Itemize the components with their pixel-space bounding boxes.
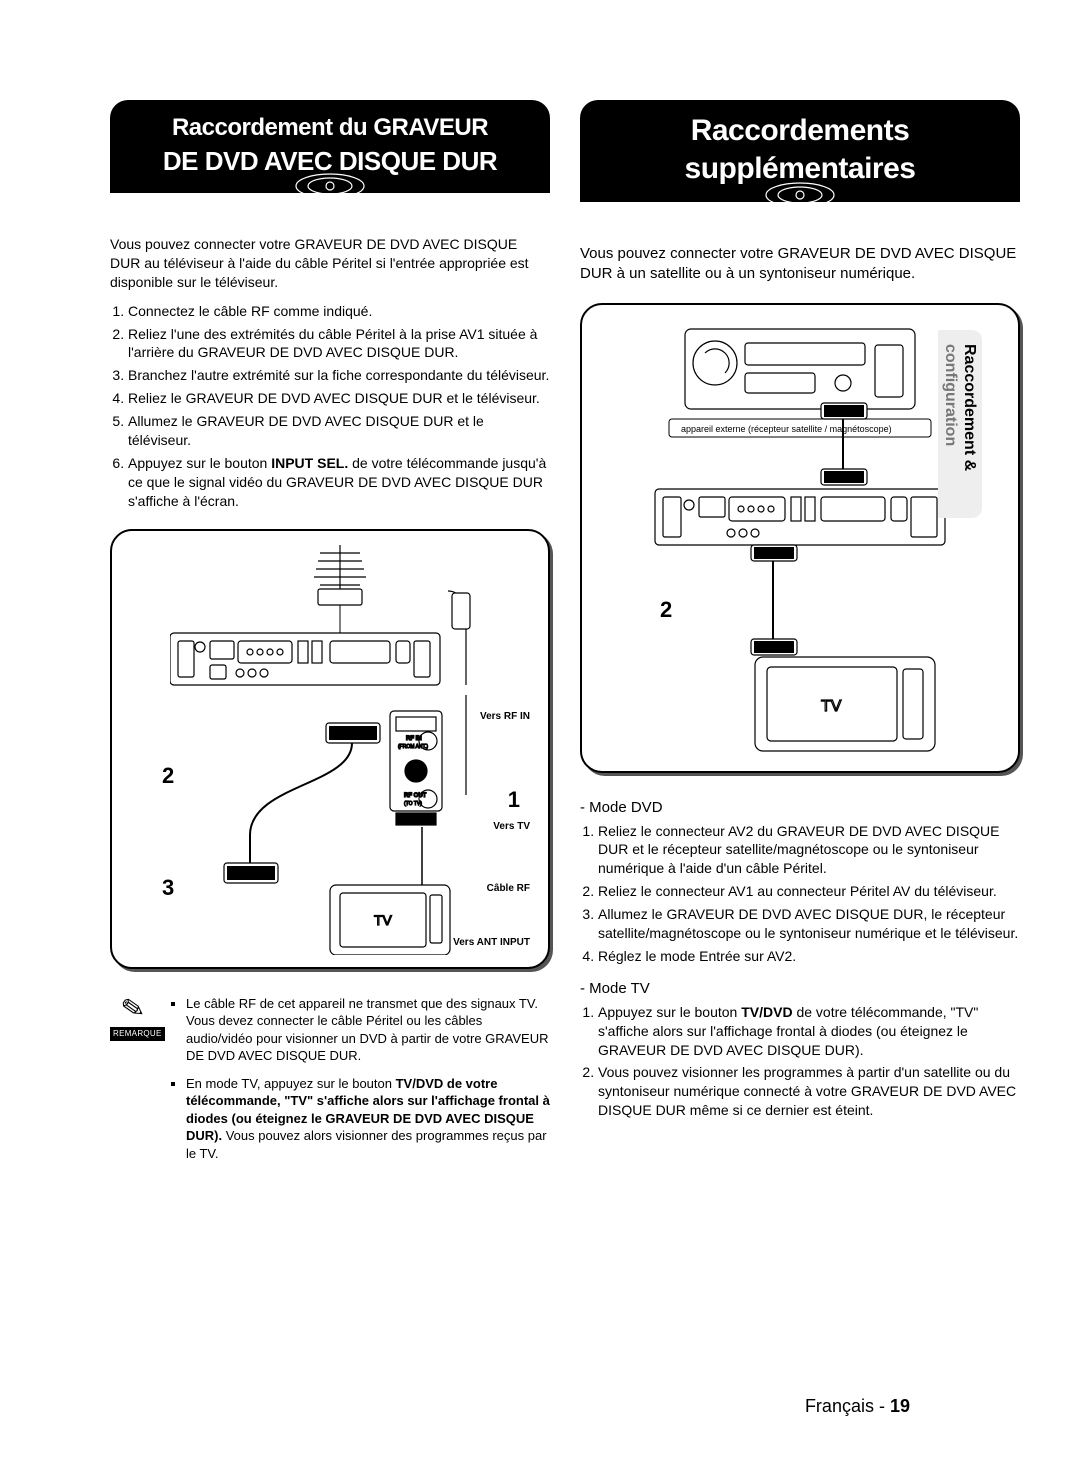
left-step: Branchez l'autre extrémité sur la fiche … xyxy=(128,366,550,385)
right-column: Raccordements supplémentaires Vous pouve… xyxy=(580,100,1020,1173)
note-icon: ✎ REMARQUE xyxy=(110,995,156,1173)
left-step: Reliez le GRAVEUR DE DVD AVEC DISQUE DUR… xyxy=(128,389,550,408)
right-intro: Vous pouvez connecter votre GRAVEUR DE D… xyxy=(580,244,1020,285)
svg-text:TV: TV xyxy=(374,912,393,928)
note-item: Le câble RF de cet appareil ne transmet … xyxy=(186,995,550,1065)
left-diag-num-1: 1 xyxy=(508,787,520,813)
note-body: Le câble RF de cet appareil ne transmet … xyxy=(168,995,550,1173)
tv-steps: Appuyez sur le bouton TV/DVD de votre té… xyxy=(580,1003,1020,1120)
lbl-ext: appareil externe (récepteur satellite / … xyxy=(681,424,892,434)
left-intro: Vous pouvez connecter votre GRAVEUR DE D… xyxy=(110,235,550,292)
dvd-step: Reliez le connecteur AV1 au connecteur P… xyxy=(598,882,1020,901)
footer-page-number: 19 xyxy=(890,1396,910,1416)
lbl-ant-in: Vers ANT INPUT xyxy=(453,937,530,948)
two-column-layout: Raccordement du GRAVEUR DE DVD AVEC DISQ… xyxy=(110,100,1020,1173)
right-title-line2: supplémentaires xyxy=(588,152,1012,186)
right-title-line1: Raccordements xyxy=(588,114,1012,148)
svg-text:TV: TV xyxy=(821,698,842,715)
left-column: Raccordement du GRAVEUR DE DVD AVEC DISQ… xyxy=(110,100,550,1173)
svg-text:VHF / UHF: VHF / UHF xyxy=(400,817,435,824)
left-diagram-svg: RF IN (FROM ANT.) RF OUT (TO TV) VHF / U… xyxy=(170,545,490,955)
note-item: En mode TV, appuyez sur le bouton TV/DVD… xyxy=(186,1075,550,1163)
right-diagram-svg: appareil externe (récepteur satellite / … xyxy=(645,319,955,759)
lbl-vers-tv: Vers TV xyxy=(493,821,530,832)
svg-text:(TO TV): (TO TV) xyxy=(404,801,422,807)
left-title-line1: Raccordement du GRAVEUR xyxy=(118,114,542,142)
left-step: Allumez le GRAVEUR DE DVD AVEC DISQUE DU… xyxy=(128,412,550,450)
dvd-step: Réglez le mode Entrée sur AV2. xyxy=(598,947,1020,966)
remarque-badge: REMARQUE xyxy=(110,1027,165,1042)
tab-line2: configuration xyxy=(942,344,959,446)
mode-tv-label: - Mode TV xyxy=(580,980,1020,997)
page-footer: Français - 19 xyxy=(805,1396,910,1417)
dvd-steps: Reliez le connecteur AV2 du GRAVEUR DE D… xyxy=(580,822,1020,966)
dvd-step: Allumez le GRAVEUR DE DVD AVEC DISQUE DU… xyxy=(598,905,1020,943)
tv-step: Vous pouvez visionner les programmes à p… xyxy=(598,1063,1020,1120)
left-steps: Connectez le câble RF comme indiqué. Rel… xyxy=(110,302,550,511)
left-diag-num-3: 3 xyxy=(162,875,174,901)
pencil-icon: ✎ xyxy=(108,991,158,1027)
left-diagram: RF IN (FROM ANT.) RF OUT (TO TV) VHF / U… xyxy=(110,529,550,969)
mode-dvd-label: - Mode DVD xyxy=(580,799,1020,816)
tv-step: Appuyez sur le bouton TV/DVD de votre té… xyxy=(598,1003,1020,1060)
manual-page: Raccordement du GRAVEUR DE DVD AVEC DISQ… xyxy=(0,0,1080,1481)
left-step: Connectez le câble RF comme indiqué. xyxy=(128,302,550,321)
remarque-note: ✎ REMARQUE Le câble RF de cet appareil n… xyxy=(110,995,550,1173)
left-diag-num-2: 2 xyxy=(162,763,174,789)
lbl-cable-rf: Câble RF xyxy=(487,883,530,894)
section-tab: Raccordement & configuration xyxy=(938,330,982,518)
tab-line1: Raccordement & xyxy=(961,344,978,471)
left-title-banner: Raccordement du GRAVEUR DE DVD AVEC DISQ… xyxy=(110,100,550,193)
dvd-step: Reliez le connecteur AV2 du GRAVEUR DE D… xyxy=(598,822,1020,879)
right-title-banner: Raccordements supplémentaires xyxy=(580,100,1020,202)
left-step: Reliez l'une des extrémités du câble Pér… xyxy=(128,325,550,363)
left-step: Appuyez sur le bouton INPUT SEL. de votr… xyxy=(128,454,550,511)
left-title-line2: DE DVD AVEC DISQUE DUR xyxy=(118,146,542,177)
lbl-rf-in: Vers RF IN xyxy=(480,711,530,722)
svg-text:RF IN: RF IN xyxy=(406,736,422,742)
svg-text:(FROM ANT.): (FROM ANT.) xyxy=(398,744,428,750)
footer-lang: Français - xyxy=(805,1396,885,1416)
svg-text:RF OUT: RF OUT xyxy=(404,793,427,799)
right-diag-num-2: 2 xyxy=(660,597,672,623)
